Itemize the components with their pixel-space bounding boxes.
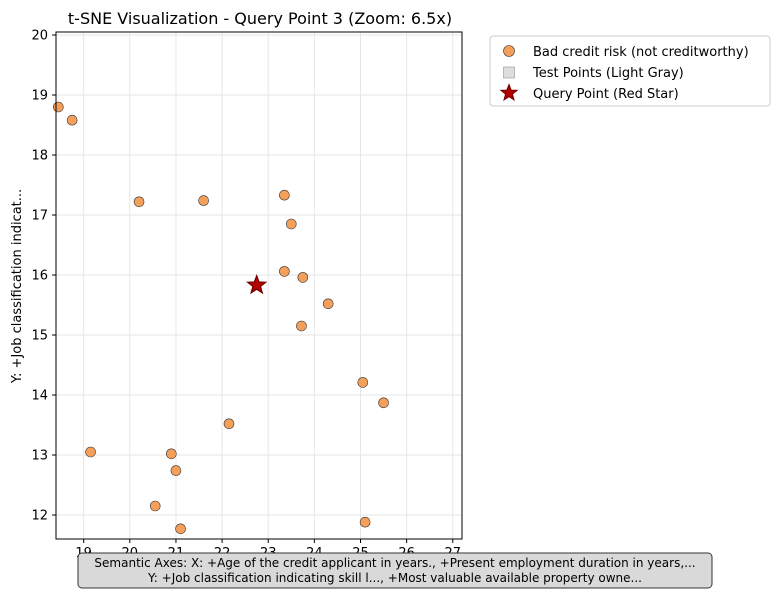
semantic-axes-annotation: Semantic Axes: X: +Age of the credit app… [77,552,713,589]
data-point-bad-credit [279,266,290,277]
grid-lines [56,32,462,539]
y-tick-label: 20 [31,29,48,44]
y-tick-label: 13 [31,449,48,464]
data-point-bad-credit [322,298,334,310]
data-point-bad-credit [53,101,64,113]
data-point-bad-credit [378,397,389,409]
plot-frame [55,31,463,540]
y-axis-ticks: 12 13 14 15 16 17 18 19 20 [31,29,56,524]
data-point-bad-credit [296,320,307,332]
legend-label-bad-credit: Bad credit risk (not creditworthy) [533,45,749,60]
data-point-bad-credit [170,465,182,476]
legend-label-query-point: Query Point (Red Star) [533,87,679,102]
query-point-star [246,273,268,295]
legend-marker-bad-credit [503,45,515,57]
annotation-line-2: Y: +Job classification indicating skill … [147,571,642,585]
y-tick-label: 19 [31,89,48,104]
data-point-bad-credit [297,272,309,283]
y-tick-label: 18 [31,149,48,164]
data-point-bad-credit [133,196,145,208]
data-point-bad-credit [149,500,161,512]
y-tick-label: 16 [31,269,48,284]
legend-marker-test-points [503,66,515,79]
data-point-bad-credit [175,523,186,535]
data-point-bad-credit [285,218,297,230]
y-axis-label: Y: +Job classification indicat... [10,189,25,384]
legend-box [489,35,771,107]
legend-marker-query-point [499,83,519,102]
data-point-bad-credit [359,516,371,528]
y-tick-label: 17 [31,209,48,224]
legend: Bad credit risk (not creditworthy) Test … [489,35,771,107]
data-point-bad-credit [357,377,369,388]
y-tick-label: 15 [31,329,48,344]
y-tick-label: 14 [31,389,48,404]
points-layer [53,101,389,535]
y-tick-label: 12 [31,509,48,524]
chart-title: t-SNE Visualization - Query Point 3 (Zoo… [68,9,452,28]
annotation-line-1: Semantic Axes: X: +Age of the credit app… [94,556,695,570]
legend-label-test-points: Test Points (Light Gray) [532,66,684,81]
data-point-bad-credit [66,114,78,126]
data-point-bad-credit [279,189,290,201]
data-point-bad-credit [166,448,177,460]
data-point-bad-credit [85,446,96,458]
annotation-box [77,552,713,589]
data-point-bad-credit [198,195,209,206]
data-point-bad-credit [223,418,235,430]
